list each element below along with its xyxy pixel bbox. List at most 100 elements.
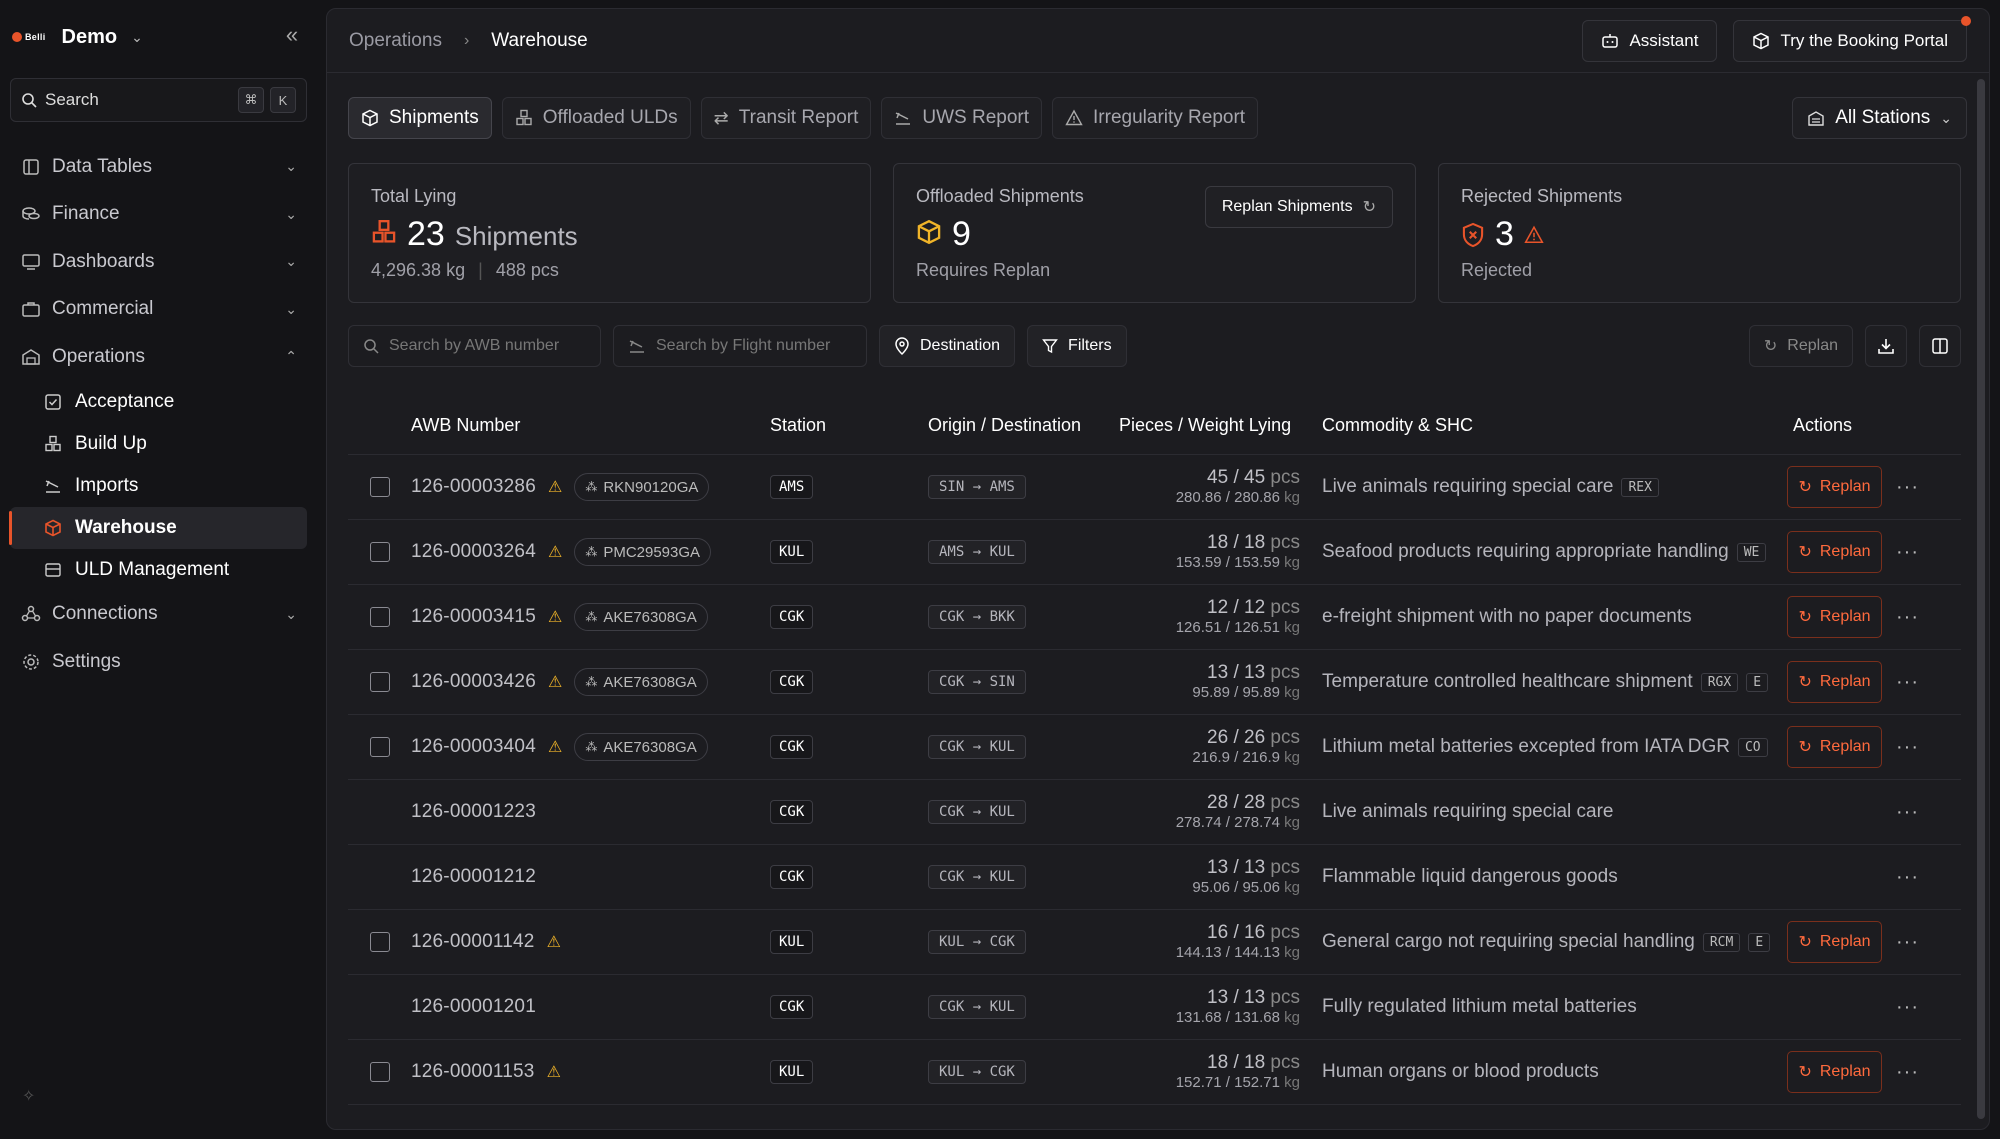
sidebar-item-settings[interactable]: Settings (10, 638, 307, 686)
uld-number: RKN90120GA (603, 478, 699, 496)
row-checkbox[interactable] (369, 932, 390, 952)
sidebar-item-uld-management[interactable]: ULD Management (10, 549, 307, 591)
tab-offloaded-ulds[interactable]: Offloaded ULDs (501, 97, 691, 139)
more-options-icon[interactable]: ··· (1896, 800, 1919, 823)
row-checkbox[interactable] (369, 607, 390, 627)
table-row[interactable]: 126-00001153 ⚠ KUL KUL → CGK 18 / 18 pcs… (348, 1040, 1961, 1105)
tab-transit-report[interactable]: ⇄ Transit Report (700, 97, 872, 139)
column-header-pieces-weight[interactable]: Pieces / Weight Lying (1119, 415, 1292, 435)
weight-unit: kg (1284, 684, 1300, 701)
row-checkbox[interactable] (369, 672, 390, 692)
sidebar-item-commercial[interactable]: Commercial ⌄ (10, 286, 307, 334)
replan-shipments-button[interactable]: Replan Shipments ↻ (1204, 186, 1393, 228)
breadcrumb-parent[interactable]: Operations (349, 29, 442, 51)
uld-badge[interactable]: ⁂ AKE76308GA (574, 603, 708, 631)
awb-number[interactable]: 126-00001212 (411, 866, 536, 887)
replan-row-button[interactable]: ↻ Replan (1787, 726, 1883, 768)
commodity-description: General cargo not requiring special hand… (1322, 931, 1695, 952)
more-options-icon[interactable]: ··· (1896, 1060, 1919, 1083)
filter-bar: Search by AWB number Search by Flight nu… (348, 325, 1961, 367)
more-options-icon[interactable]: ··· (1896, 865, 1919, 888)
awb-number[interactable]: 126-00003264 (411, 541, 536, 562)
more-options-icon[interactable]: ··· (1896, 540, 1919, 563)
sidebar-item-build-up[interactable]: Build Up (10, 423, 307, 465)
column-header-awb[interactable]: AWB Number (411, 415, 521, 435)
column-header-station[interactable]: Station (770, 415, 827, 435)
more-options-icon[interactable]: ··· (1896, 930, 1919, 953)
tab-irregularity-report[interactable]: Irregularity Report (1052, 97, 1259, 139)
replan-row-button[interactable]: ↻ Replan (1787, 531, 1883, 573)
sparkle-icon[interactable]: ✧ (22, 1088, 36, 1105)
table-row[interactable]: 126-00003426 ⚠ ⁂ AKE76308GA CGK CGK → SIN… (348, 650, 1961, 715)
sidebar-item-imports[interactable]: Imports (10, 465, 307, 507)
sidebar-item-finance[interactable]: Finance ⌄ (10, 191, 307, 239)
more-options-icon[interactable]: ··· (1896, 605, 1919, 628)
replan-button[interactable]: ↻ Replan (1748, 325, 1853, 367)
download-button[interactable] (1865, 325, 1907, 367)
booking-portal-button[interactable]: Try the Booking Portal (1733, 15, 1971, 62)
awb-search-input[interactable]: Search by AWB number (348, 325, 601, 367)
sidebar-item-acceptance[interactable]: Acceptance (10, 381, 307, 423)
offloaded-value: 9 (952, 215, 971, 253)
pieces-lying: 18 / 18 (1207, 532, 1266, 553)
scrollbar[interactable] (1977, 79, 1985, 1119)
uld-badge[interactable]: ⁂ AKE76308GA (574, 733, 708, 761)
awb-number[interactable]: 126-00001142 (411, 931, 535, 952)
table-row[interactable]: 126-00003404 ⚠ ⁂ AKE76308GA CGK CGK → KUL… (348, 715, 1961, 780)
awb-number[interactable]: 126-00003286 (411, 476, 536, 497)
row-checkbox[interactable] (369, 1062, 390, 1082)
boxes-icon (372, 220, 396, 243)
awb-number[interactable]: 126-00003404 (411, 736, 536, 757)
row-checkbox[interactable] (369, 737, 390, 757)
table-row[interactable]: 126-00001142 ⚠ KUL KUL → CGK 16 / 16 pcs… (348, 910, 1961, 975)
column-toggle-button[interactable] (1919, 325, 1961, 367)
column-header-origin-destination[interactable]: Origin / Destination (928, 415, 1082, 435)
replan-row-button[interactable]: ↻ Replan (1787, 661, 1883, 703)
awb-number[interactable]: 126-00001153 (411, 1061, 535, 1082)
row-checkbox[interactable] (369, 477, 390, 497)
sidebar-item-data-tables[interactable]: Data Tables ⌄ (10, 143, 307, 191)
collapse-sidebar-icon[interactable]: « (285, 22, 299, 47)
filters-button[interactable]: Filters (1027, 325, 1127, 367)
assistant-button[interactable]: Assistant (1582, 19, 1718, 62)
uld-badge[interactable]: ⁂ PMC29593GA (574, 538, 712, 566)
replan-row-button[interactable]: ↻ Replan (1787, 466, 1883, 508)
table-row[interactable]: 126-00001201 CGK CGK → KUL 13 / 13 pcs 1… (348, 975, 1961, 1040)
more-options-icon[interactable]: ··· (1896, 735, 1919, 758)
more-options-icon[interactable]: ··· (1896, 670, 1919, 693)
awb-number[interactable]: 126-00003426 (411, 671, 536, 692)
workspace-switcher[interactable]: Belli Demo ⌄ (12, 20, 143, 54)
uld-badge[interactable]: ⁂ AKE76308GA (574, 668, 708, 696)
tab-uws-report[interactable]: UWS Report (881, 97, 1043, 139)
sidebar-item-warehouse[interactable]: Warehouse (9, 506, 307, 549)
search-input[interactable]: Search ⌘ K (10, 78, 307, 122)
table-row[interactable]: 126-00001212 CGK CGK → KUL 13 / 13 pcs 9… (348, 845, 1961, 910)
awb-number[interactable]: 126-00001201 (411, 996, 536, 1017)
sidebar-item-connections[interactable]: Connections ⌄ (10, 591, 307, 639)
replan-row-button[interactable]: ↻ Replan (1787, 596, 1883, 638)
awb-number[interactable]: 126-00003415 (411, 606, 536, 627)
more-options-icon[interactable]: ··· (1896, 995, 1919, 1018)
awb-number[interactable]: 126-00001223 (411, 801, 536, 822)
replan-label: Replan (1819, 543, 1871, 560)
destination-filter-button[interactable]: Destination (879, 325, 1016, 367)
station-select[interactable]: All Stations ⌄ (1792, 97, 1967, 139)
tab-shipments[interactable]: Shipments (348, 97, 492, 139)
replan-row-button[interactable]: ↻ Replan (1787, 1051, 1883, 1093)
table-row[interactable]: 126-00003415 ⚠ ⁂ AKE76308GA CGK CGK → BKK… (348, 585, 1961, 650)
more-options-icon[interactable]: ··· (1896, 475, 1919, 498)
column-header-commodity[interactable]: Commodity & SHC (1322, 415, 1474, 435)
sidebar-item-dashboards[interactable]: Dashboards ⌄ (10, 238, 307, 286)
sidebar-item-operations[interactable]: Operations ⌃ (10, 333, 307, 381)
table-row[interactable]: 126-00003286 ⚠ ⁂ RKN90120GA AMS SIN → AMS… (348, 455, 1961, 520)
chevron-down-icon: ⌄ (285, 300, 297, 317)
uld-badge[interactable]: ⁂ RKN90120GA (574, 473, 710, 501)
sidebar-item-label: Imports (75, 474, 139, 496)
replan-row-button[interactable]: ↻ Replan (1787, 921, 1883, 963)
row-checkbox[interactable] (369, 542, 390, 562)
flight-search-input[interactable]: Search by Flight number (613, 325, 867, 367)
pieces-lying: 18 / 18 (1207, 1052, 1266, 1073)
sidebar: Belli Demo ⌄ « Search ⌘ K Data Tables ⌄ … (0, 0, 326, 1139)
table-row[interactable]: 126-00003264 ⚠ ⁂ PMC29593GA KUL AMS → KUL… (348, 520, 1961, 585)
table-row[interactable]: 126-00001223 CGK CGK → KUL 28 / 28 pcs 2… (348, 780, 1961, 845)
